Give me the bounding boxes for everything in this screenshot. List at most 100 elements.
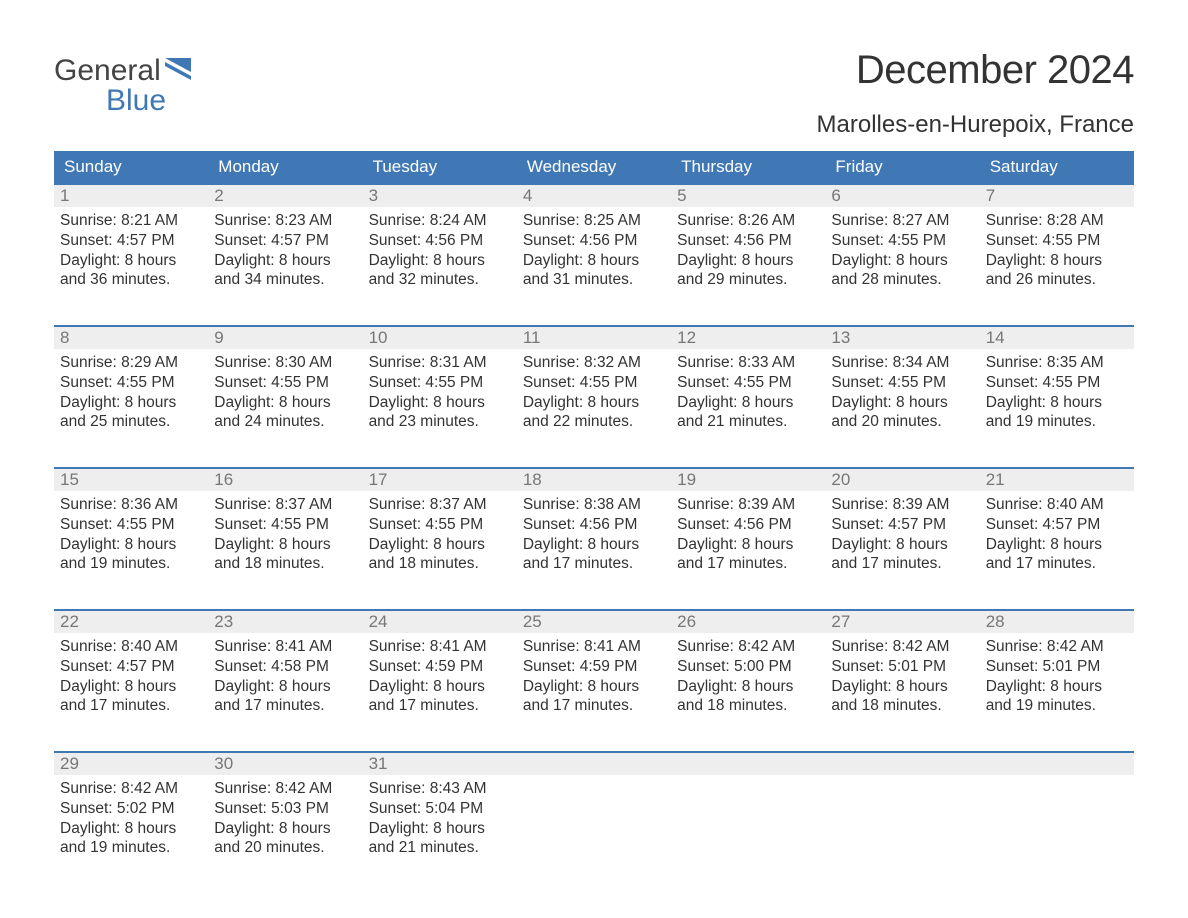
daylight-line-1: Daylight: 8 hours xyxy=(677,535,819,555)
calendar-week: 22Sunrise: 8:40 AMSunset: 4:57 PMDayligh… xyxy=(54,609,1134,729)
daylight-line-2: and 26 minutes. xyxy=(986,270,1128,290)
day-number: 6 xyxy=(825,185,979,207)
sunrise-line: Sunrise: 8:25 AM xyxy=(523,211,665,231)
sunset-line: Sunset: 4:55 PM xyxy=(60,373,202,393)
daylight-line-1: Daylight: 8 hours xyxy=(523,251,665,271)
calendar: SundayMondayTuesdayWednesdayThursdayFrid… xyxy=(54,151,1134,871)
daylight-line-2: and 23 minutes. xyxy=(369,412,511,432)
day-body: Sunrise: 8:38 AMSunset: 4:56 PMDaylight:… xyxy=(517,491,671,576)
daylight-line-2: and 32 minutes. xyxy=(369,270,511,290)
sunrise-line: Sunrise: 8:27 AM xyxy=(831,211,973,231)
day-number: 29 xyxy=(54,753,208,775)
sunset-line: Sunset: 4:55 PM xyxy=(986,231,1128,251)
day-number: 7 xyxy=(980,185,1134,207)
daylight-line-1: Daylight: 8 hours xyxy=(677,251,819,271)
day-number: 27 xyxy=(825,611,979,633)
sunrise-line: Sunrise: 8:33 AM xyxy=(677,353,819,373)
day-number: 5 xyxy=(671,185,825,207)
daylight-line-2: and 17 minutes. xyxy=(523,696,665,716)
calendar-day: 18Sunrise: 8:38 AMSunset: 4:56 PMDayligh… xyxy=(517,469,671,587)
calendar-day: 27Sunrise: 8:42 AMSunset: 5:01 PMDayligh… xyxy=(825,611,979,729)
daylight-line-2: and 17 minutes. xyxy=(677,554,819,574)
daylight-line-2: and 21 minutes. xyxy=(677,412,819,432)
sunrise-line: Sunrise: 8:30 AM xyxy=(214,353,356,373)
calendar-weeks: 1Sunrise: 8:21 AMSunset: 4:57 PMDaylight… xyxy=(54,183,1134,871)
sunrise-line: Sunrise: 8:40 AM xyxy=(986,495,1128,515)
day-number: 9 xyxy=(208,327,362,349)
daylight-line-2: and 18 minutes. xyxy=(369,554,511,574)
daylight-line-2: and 20 minutes. xyxy=(831,412,973,432)
sunrise-line: Sunrise: 8:29 AM xyxy=(60,353,202,373)
day-body: Sunrise: 8:27 AMSunset: 4:55 PMDaylight:… xyxy=(825,207,979,292)
daylight-line-1: Daylight: 8 hours xyxy=(986,677,1128,697)
day-body: Sunrise: 8:26 AMSunset: 4:56 PMDaylight:… xyxy=(671,207,825,292)
calendar-day: 15Sunrise: 8:36 AMSunset: 4:55 PMDayligh… xyxy=(54,469,208,587)
day-number: 4 xyxy=(517,185,671,207)
day-number: 8 xyxy=(54,327,208,349)
calendar-day: 25Sunrise: 8:41 AMSunset: 4:59 PMDayligh… xyxy=(517,611,671,729)
calendar-header-cell: Saturday xyxy=(980,151,1134,183)
calendar-header-row: SundayMondayTuesdayWednesdayThursdayFrid… xyxy=(54,151,1134,183)
daylight-line-1: Daylight: 8 hours xyxy=(831,393,973,413)
calendar-day: 14Sunrise: 8:35 AMSunset: 4:55 PMDayligh… xyxy=(980,327,1134,445)
sunrise-line: Sunrise: 8:35 AM xyxy=(986,353,1128,373)
day-number: 18 xyxy=(517,469,671,491)
calendar-day: 7Sunrise: 8:28 AMSunset: 4:55 PMDaylight… xyxy=(980,185,1134,303)
sunrise-line: Sunrise: 8:42 AM xyxy=(831,637,973,657)
sunset-line: Sunset: 4:57 PM xyxy=(986,515,1128,535)
sunrise-line: Sunrise: 8:41 AM xyxy=(523,637,665,657)
daylight-line-2: and 25 minutes. xyxy=(60,412,202,432)
daylight-line-2: and 17 minutes. xyxy=(986,554,1128,574)
sunset-line: Sunset: 4:56 PM xyxy=(523,231,665,251)
calendar-day: 4 Sunrise: 8:25 AMSunset: 4:56 PMDaylight… xyxy=(517,185,671,303)
sunrise-line: Sunrise: 8:42 AM xyxy=(986,637,1128,657)
sunset-line: Sunset: 4:57 PM xyxy=(60,657,202,677)
calendar-day xyxy=(980,753,1134,871)
calendar-day xyxy=(517,753,671,871)
day-number: 25 xyxy=(517,611,671,633)
sunset-line: Sunset: 4:59 PM xyxy=(523,657,665,677)
daylight-line-2: and 19 minutes. xyxy=(986,412,1128,432)
day-body: Sunrise: 8:34 AMSunset: 4:55 PMDaylight:… xyxy=(825,349,979,434)
sunrise-line: Sunrise: 8:41 AM xyxy=(214,637,356,657)
daylight-line-1: Daylight: 8 hours xyxy=(677,393,819,413)
calendar-day: 8Sunrise: 8:29 AMSunset: 4:55 PMDaylight… xyxy=(54,327,208,445)
day-number: 19 xyxy=(671,469,825,491)
day-number: 23 xyxy=(208,611,362,633)
sunset-line: Sunset: 4:58 PM xyxy=(214,657,356,677)
sunrise-line: Sunrise: 8:24 AM xyxy=(369,211,511,231)
daylight-line-2: and 19 minutes. xyxy=(60,554,202,574)
sunset-line: Sunset: 4:55 PM xyxy=(831,373,973,393)
calendar-day: 6Sunrise: 8:27 AMSunset: 4:55 PMDaylight… xyxy=(825,185,979,303)
sunset-line: Sunset: 4:57 PM xyxy=(214,231,356,251)
sunset-line: Sunset: 5:03 PM xyxy=(214,799,356,819)
daylight-line-2: and 18 minutes. xyxy=(831,696,973,716)
day-body: Sunrise: 8:33 AMSunset: 4:55 PMDaylight:… xyxy=(671,349,825,434)
sunrise-line: Sunrise: 8:41 AM xyxy=(369,637,511,657)
sunset-line: Sunset: 4:55 PM xyxy=(986,373,1128,393)
calendar-header-cell: Tuesday xyxy=(363,151,517,183)
sunset-line: Sunset: 5:01 PM xyxy=(831,657,973,677)
calendar-week: 15Sunrise: 8:36 AMSunset: 4:55 PMDayligh… xyxy=(54,467,1134,587)
calendar-day: 22Sunrise: 8:40 AMSunset: 4:57 PMDayligh… xyxy=(54,611,208,729)
day-number: 13 xyxy=(825,327,979,349)
title-block: December 2024 Marolles-en-Hurepoix, Fran… xyxy=(817,48,1134,139)
day-number: 17 xyxy=(363,469,517,491)
daylight-line-1: Daylight: 8 hours xyxy=(986,251,1128,271)
sunset-line: Sunset: 5:00 PM xyxy=(677,657,819,677)
calendar-day xyxy=(671,753,825,871)
daylight-line-1: Daylight: 8 hours xyxy=(214,251,356,271)
day-number: 15 xyxy=(54,469,208,491)
sunset-line: Sunset: 5:02 PM xyxy=(60,799,202,819)
day-body: Sunrise: 8:42 AMSunset: 5:01 PMDaylight:… xyxy=(825,633,979,718)
calendar-week: 8Sunrise: 8:29 AMSunset: 4:55 PMDaylight… xyxy=(54,325,1134,445)
day-number: 30 xyxy=(208,753,362,775)
day-body: Sunrise: 8:24 AMSunset: 4:56 PMDaylight:… xyxy=(363,207,517,292)
daylight-line-1: Daylight: 8 hours xyxy=(369,677,511,697)
sunrise-line: Sunrise: 8:42 AM xyxy=(60,779,202,799)
daylight-line-2: and 17 minutes. xyxy=(831,554,973,574)
calendar-day: 1Sunrise: 8:21 AMSunset: 4:57 PMDaylight… xyxy=(54,185,208,303)
calendar-day: 3Sunrise: 8:24 AMSunset: 4:56 PMDaylight… xyxy=(363,185,517,303)
sunset-line: Sunset: 4:55 PM xyxy=(369,373,511,393)
daylight-line-1: Daylight: 8 hours xyxy=(369,819,511,839)
